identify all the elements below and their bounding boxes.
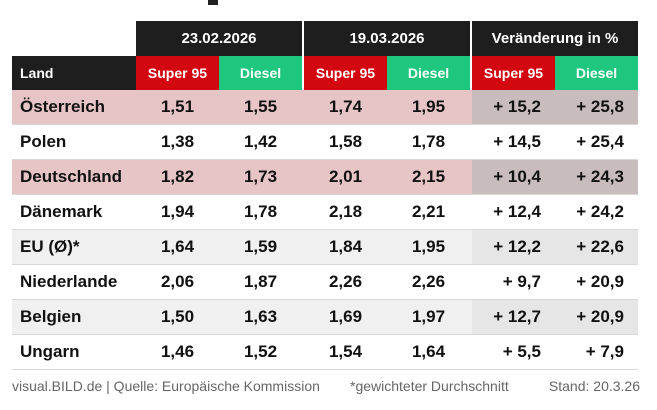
table-row: Dänemark 1,94 1,78 2,18 2,21 + 12,4 + 24,2: [12, 195, 638, 230]
country-name: Ungarn: [12, 335, 136, 370]
country-name: Niederlande: [12, 265, 136, 300]
price-cell: 2,18: [304, 195, 387, 230]
price-cell: 1,58: [304, 125, 387, 160]
change-cell: + 22,6: [555, 230, 638, 265]
price-cell: 2,26: [304, 265, 387, 300]
column-header-super95: Super 95: [472, 56, 555, 90]
price-cell: 1,64: [136, 230, 219, 265]
price-cell: 1,69: [304, 300, 387, 335]
as-of-date: Stand: 20.3.26: [548, 378, 640, 394]
price-cell: 1,95: [387, 230, 470, 265]
price-cell: 1,78: [219, 195, 302, 230]
change-cell: + 12,2: [472, 230, 555, 265]
price-cell: 1,73: [219, 160, 302, 195]
price-cell: 1,95: [387, 90, 470, 125]
column-header-super95: Super 95: [136, 56, 219, 90]
source-credit: visual.BILD.de | Quelle: Europäische Kom…: [12, 378, 320, 394]
date-group-row: 23.02.2026 19.03.2026 Veränderung in %: [12, 21, 638, 56]
column-header-super95: Super 95: [304, 56, 387, 90]
price-cell: 1,42: [219, 125, 302, 160]
change-cell: + 14,5: [472, 125, 555, 160]
table-row: EU (Ø)* 1,64 1,59 1,84 1,95 + 12,2 + 22,6: [12, 230, 638, 265]
country-name: Deutschland: [12, 160, 136, 195]
price-cell: 1,59: [219, 230, 302, 265]
price-cell: 1,51: [136, 90, 219, 125]
change-cell: + 15,2: [472, 90, 555, 125]
change-cell: + 20,9: [555, 265, 638, 300]
footnote: *gewichteter Durchschnitt: [350, 378, 509, 394]
change-cell: + 5,5: [472, 335, 555, 370]
date-group-1: 23.02.2026: [136, 21, 302, 56]
country-name: EU (Ø)*: [12, 230, 136, 265]
table-row: Niederlande 2,06 1,87 2,26 2,26 + 9,7 + 20,9: [12, 265, 638, 300]
column-header-diesel: Diesel: [555, 56, 638, 90]
change-group: Veränderung in %: [472, 21, 638, 56]
country-name: Dänemark: [12, 195, 136, 230]
table-row: Polen 1,38 1,42 1,58 1,78 + 14,5 + 25,4: [12, 125, 638, 160]
change-cell: + 20,9: [555, 300, 638, 335]
column-header-land: Land: [12, 56, 136, 90]
price-cell: 1,38: [136, 125, 219, 160]
header-fragment: [208, 0, 218, 5]
price-cell: 2,21: [387, 195, 470, 230]
price-cell: 1,78: [387, 125, 470, 160]
price-cell: 1,54: [304, 335, 387, 370]
column-header-row: Land Super 95 Diesel Super 95 Diesel Sup…: [12, 56, 638, 90]
price-cell: 1,94: [136, 195, 219, 230]
price-cell: 2,15: [387, 160, 470, 195]
price-cell: 1,50: [136, 300, 219, 335]
price-cell: 1,87: [219, 265, 302, 300]
price-cell: 2,26: [387, 265, 470, 300]
column-header-diesel: Diesel: [387, 56, 470, 90]
price-cell: 1,84: [304, 230, 387, 265]
column-header-diesel: Diesel: [219, 56, 302, 90]
country-name: Belgien: [12, 300, 136, 335]
change-cell: + 12,7: [472, 300, 555, 335]
change-cell: + 24,3: [555, 160, 638, 195]
price-cell: 1,52: [219, 335, 302, 370]
date-group-2: 19.03.2026: [304, 21, 470, 56]
table-row: Belgien 1,50 1,63 1,69 1,97 + 12,7 + 20,9: [12, 300, 638, 335]
table-row: Österreich 1,51 1,55 1,74 1,95 + 15,2 + 25,8: [12, 90, 638, 125]
price-cell: 1,55: [219, 90, 302, 125]
price-cell: 2,06: [136, 265, 219, 300]
change-cell: + 9,7: [472, 265, 555, 300]
fuel-price-table: 23.02.2026 19.03.2026 Veränderung in % L…: [12, 21, 638, 370]
price-cell: 1,46: [136, 335, 219, 370]
price-cell: 1,97: [387, 300, 470, 335]
price-cell: 1,74: [304, 90, 387, 125]
change-cell: + 25,8: [555, 90, 638, 125]
change-cell: + 7,9: [555, 335, 638, 370]
price-cell: 1,64: [387, 335, 470, 370]
change-cell: + 10,4: [472, 160, 555, 195]
change-cell: + 24,2: [555, 195, 638, 230]
country-name: Polen: [12, 125, 136, 160]
price-cell: 1,63: [219, 300, 302, 335]
price-cell: 1,82: [136, 160, 219, 195]
price-cell: 2,01: [304, 160, 387, 195]
country-name: Österreich: [12, 90, 136, 125]
footer: visual.BILD.de | Quelle: Europäische Kom…: [12, 372, 644, 400]
table-row: Ungarn 1,46 1,52 1,54 1,64 + 5,5 + 7,9: [12, 335, 638, 370]
change-cell: + 12,4: [472, 195, 555, 230]
table-row: Deutschland 1,82 1,73 2,01 2,15 + 10,4 + 24,3: [12, 160, 638, 195]
change-cell: + 25,4: [555, 125, 638, 160]
empty-corner: [12, 21, 136, 56]
